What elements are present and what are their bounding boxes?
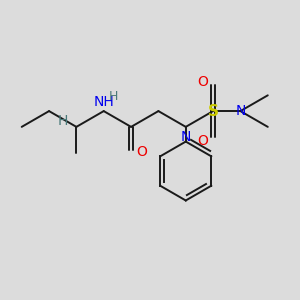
Text: NH: NH	[93, 94, 114, 109]
Text: N: N	[181, 130, 191, 144]
Text: H: H	[58, 114, 68, 128]
Text: S: S	[208, 103, 219, 118]
Text: O: O	[197, 134, 208, 148]
Text: H: H	[109, 90, 118, 103]
Text: O: O	[197, 75, 208, 88]
Text: N: N	[235, 104, 246, 118]
Text: O: O	[136, 145, 147, 159]
